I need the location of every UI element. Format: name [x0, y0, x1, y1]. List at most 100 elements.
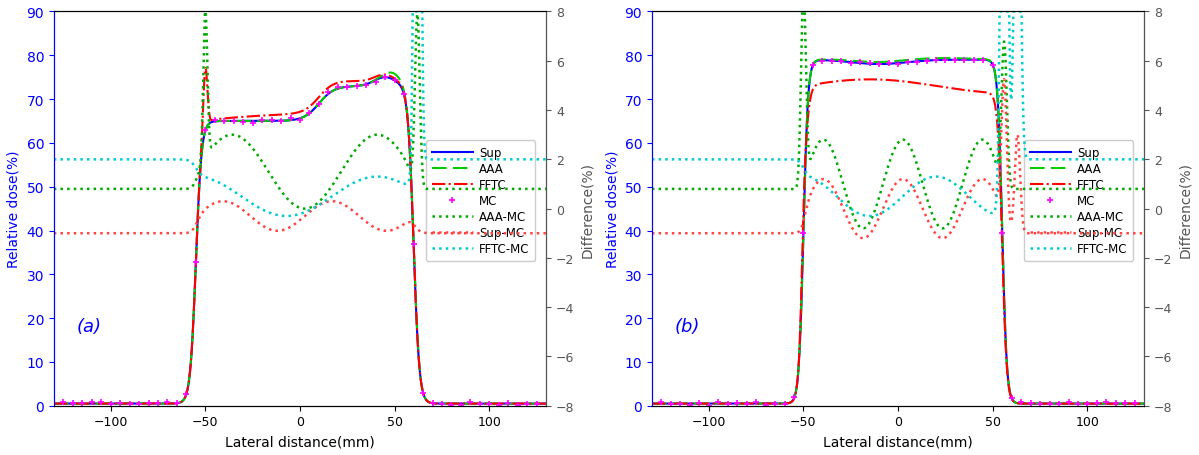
- Sup: [378, 75, 392, 81]
- FFTC: [414, 381, 428, 387]
- MC: [520, 401, 535, 407]
- AAA: [1012, 401, 1026, 406]
- Sup-MC: [367, 225, 381, 231]
- FFTC-MC: [405, 10, 420, 15]
- AAA-MC: [297, 207, 312, 212]
- FFTC: [452, 401, 466, 406]
- Sup-MC: [414, 229, 428, 235]
- AAA: [1137, 401, 1151, 406]
- AAA: [367, 79, 381, 84]
- MC: [701, 403, 716, 409]
- MC: [815, 59, 830, 65]
- AAA-MC: [414, 142, 428, 148]
- Text: (a): (a): [77, 318, 102, 335]
- Y-axis label: Relative dose(%): Relative dose(%): [605, 151, 619, 268]
- FFTC-MC: [1050, 157, 1065, 163]
- FFTC-MC: [540, 157, 554, 163]
- FFTC-MC: [235, 195, 249, 200]
- Sup-MC: [856, 236, 870, 242]
- AAA-MC: [47, 187, 61, 192]
- AAA-MC: [645, 187, 659, 192]
- AAA: [384, 71, 398, 76]
- FFTC-MC: [965, 197, 980, 202]
- AAA-MC: [367, 133, 381, 138]
- AAA-MC: [856, 226, 870, 232]
- FFTC-MC: [47, 157, 61, 163]
- FFTC-MC: [279, 214, 294, 219]
- MC: [655, 399, 669, 405]
- MC: [56, 399, 71, 405]
- Sup: [452, 401, 466, 406]
- FFTC: [965, 89, 980, 95]
- Sup: [1137, 401, 1151, 406]
- Line: FFTC: FFTC: [652, 80, 1144, 404]
- Sup: [833, 59, 848, 65]
- Line: Sup-MC: Sup-MC: [652, 80, 1144, 239]
- FFTC: [342, 79, 356, 85]
- FFTC-MC: [734, 157, 748, 163]
- MC: [406, 241, 421, 247]
- FFTC-MC: [135, 157, 150, 163]
- AAA: [452, 401, 466, 406]
- FFTC: [198, 66, 212, 72]
- MC: [198, 128, 212, 134]
- AAA: [833, 58, 848, 64]
- MC: [1014, 399, 1029, 405]
- FFTC: [235, 115, 249, 121]
- AAA-MC: [198, 10, 212, 15]
- Line: AAA: AAA: [652, 59, 1144, 404]
- AAA: [414, 381, 428, 386]
- AAA-MC: [795, 10, 809, 15]
- FFTC-MC: [993, 10, 1007, 15]
- FFTC: [47, 401, 61, 406]
- AAA: [1049, 401, 1064, 406]
- MC: [161, 399, 175, 405]
- AAA: [342, 85, 356, 90]
- MC: [530, 402, 544, 407]
- X-axis label: Lateral distance(mm): Lateral distance(mm): [824, 434, 974, 448]
- FFTC: [1137, 401, 1151, 406]
- AAA: [940, 56, 954, 62]
- FFTC-MC: [342, 183, 356, 188]
- FFTC-MC: [1137, 157, 1151, 163]
- FFTC-MC: [940, 177, 954, 182]
- Sup: [1012, 401, 1026, 406]
- MC: [378, 76, 392, 81]
- FFTC: [1049, 401, 1064, 406]
- AAA-MC: [734, 187, 748, 192]
- FFTC-MC: [833, 197, 848, 203]
- FFTC-MC: [1012, 10, 1026, 15]
- Sup-MC: [965, 186, 980, 192]
- MC: [453, 403, 468, 408]
- MC: [207, 118, 222, 123]
- Sup-MC: [645, 231, 659, 237]
- AAA-MC: [135, 187, 150, 192]
- FFTC-MC: [414, 10, 428, 15]
- Line: AAA: AAA: [54, 73, 547, 404]
- FFTC-MC: [645, 157, 659, 163]
- Line: Sup-MC: Sup-MC: [54, 202, 547, 234]
- MC: [1127, 401, 1141, 406]
- Sup: [342, 85, 356, 90]
- Sup-MC: [540, 231, 554, 237]
- AAA-MC: [1012, 187, 1026, 192]
- Sup-MC: [996, 77, 1011, 83]
- AAA-MC: [342, 157, 356, 162]
- AAA-MC: [965, 151, 980, 156]
- Sup: [414, 381, 428, 386]
- MC: [767, 401, 782, 407]
- MC: [368, 80, 382, 85]
- Legend: Sup, AAA, FFTC, MC, AAA-MC, Sup-MC, FFTC-MC: Sup, AAA, FFTC, MC, AAA-MC, Sup-MC, FFTC…: [1024, 141, 1133, 262]
- FFTC: [940, 86, 954, 91]
- Sup-MC: [342, 206, 356, 211]
- FFTC: [540, 401, 554, 406]
- Sup: [540, 401, 554, 406]
- AAA: [734, 401, 748, 406]
- FFTC-MC: [862, 214, 876, 219]
- Line: Sup: Sup: [652, 61, 1144, 404]
- Sup: [965, 58, 980, 63]
- Sup: [1049, 401, 1064, 406]
- Sup: [47, 401, 61, 406]
- MC: [929, 58, 944, 63]
- Line: Sup: Sup: [54, 78, 547, 404]
